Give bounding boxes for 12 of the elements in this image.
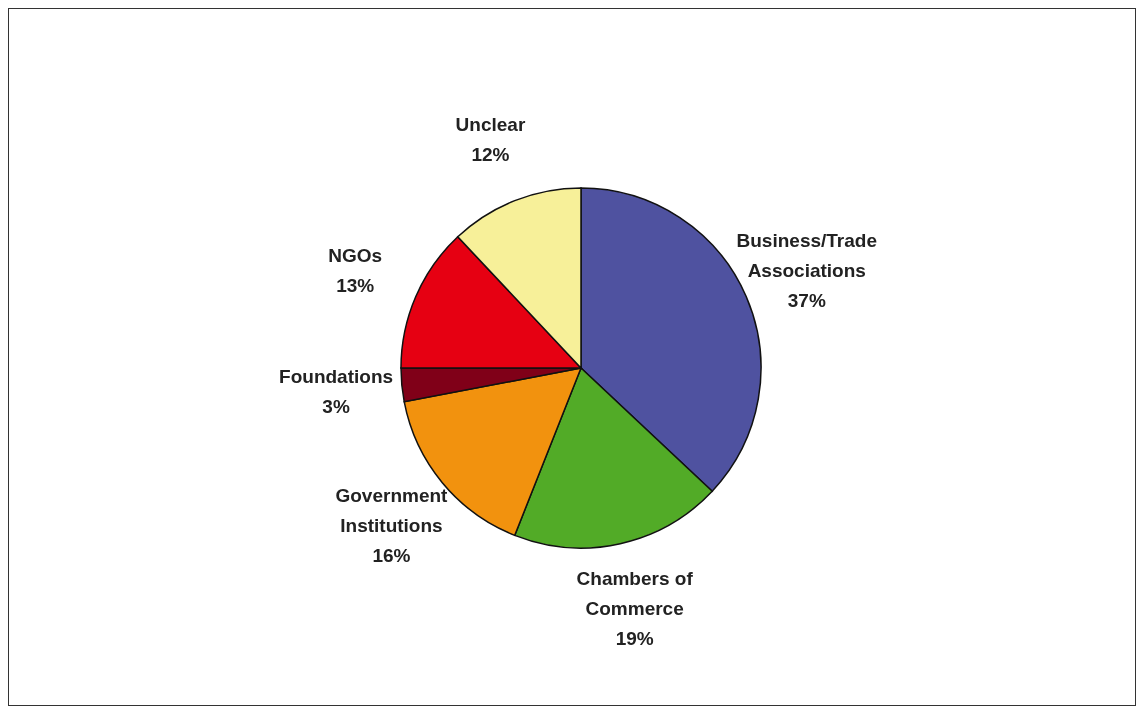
slice-label: Business/Trade Associations (736, 229, 877, 281)
data-label: 12% (471, 143, 510, 165)
slice-label: Unclear (455, 113, 526, 135)
data-label: 3% (322, 395, 350, 417)
slice-label: NGOs (328, 244, 383, 266)
data-label: 19% (615, 627, 654, 649)
slice-label: Chambers of Commerce (576, 567, 694, 619)
slice-label: Foundations (279, 365, 394, 387)
data-label: 37% (787, 289, 826, 311)
data-label: 16% (372, 544, 411, 566)
data-label: 13% (336, 274, 375, 296)
slice-label: Government Institutions (335, 484, 449, 536)
